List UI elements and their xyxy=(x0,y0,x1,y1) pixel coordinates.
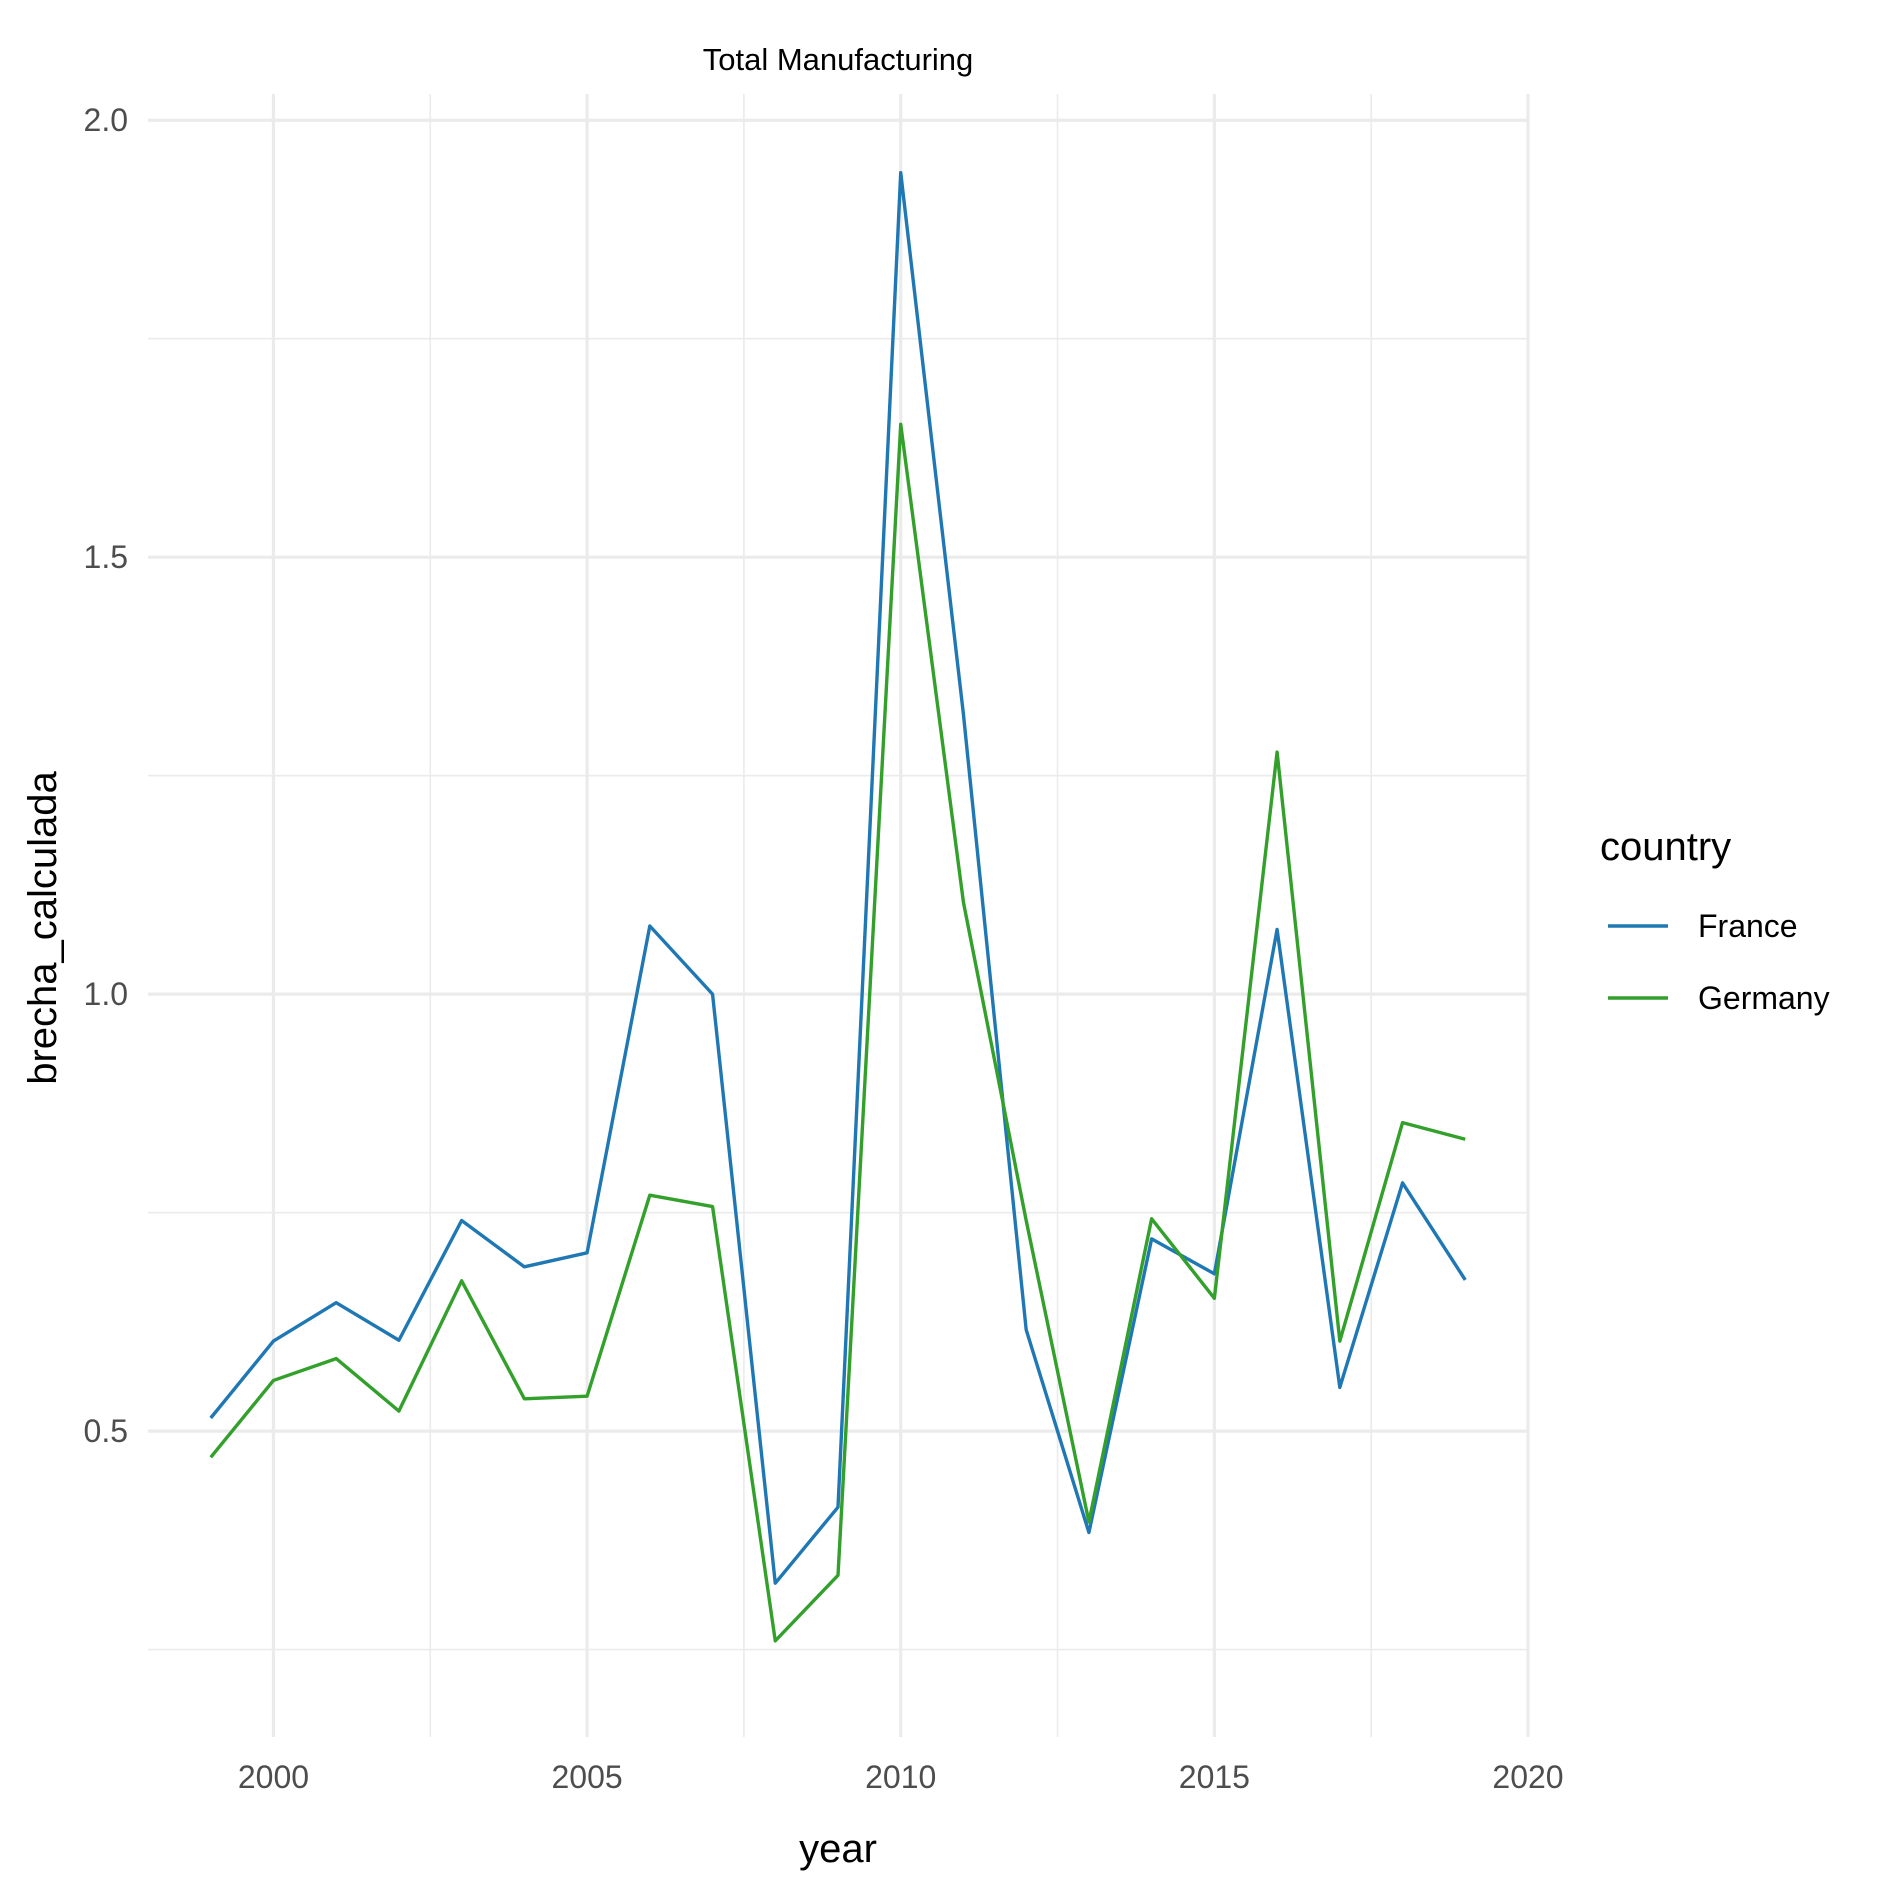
minor-gridlines xyxy=(148,94,1528,1737)
series-line-germany xyxy=(209,422,1466,1643)
x-axis-tick-labels: 2000 2005 2010 2015 2020 xyxy=(238,1759,1564,1795)
y-tick-label: 1.0 xyxy=(84,976,128,1012)
x-tick-label: 2020 xyxy=(1492,1759,1563,1795)
chart-title: Total Manufacturing xyxy=(703,42,974,77)
y-tick-label: 2.0 xyxy=(84,102,128,138)
y-axis-title: brecha_calculada xyxy=(21,770,65,1084)
series-lines xyxy=(209,170,1467,1643)
legend-label-france: France xyxy=(1698,908,1798,944)
legend-items: France Germany xyxy=(1608,908,1830,1016)
x-tick-label: 2015 xyxy=(1179,1759,1250,1795)
legend: country France Germany xyxy=(1600,825,1830,1016)
y-axis-tick-labels: 0.5 1.0 1.5 2.0 xyxy=(84,102,128,1449)
y-tick-label: 0.5 xyxy=(84,1413,128,1449)
legend-title: country xyxy=(1600,825,1731,869)
x-tick-label: 2005 xyxy=(551,1759,622,1795)
x-tick-label: 2000 xyxy=(238,1759,309,1795)
x-tick-label: 2010 xyxy=(865,1759,936,1795)
legend-label-germany: Germany xyxy=(1698,980,1830,1016)
major-gridlines xyxy=(148,94,1530,1737)
series-line-france xyxy=(209,170,1467,1585)
x-axis-title: year xyxy=(799,1827,877,1871)
y-tick-label: 1.5 xyxy=(84,539,128,575)
